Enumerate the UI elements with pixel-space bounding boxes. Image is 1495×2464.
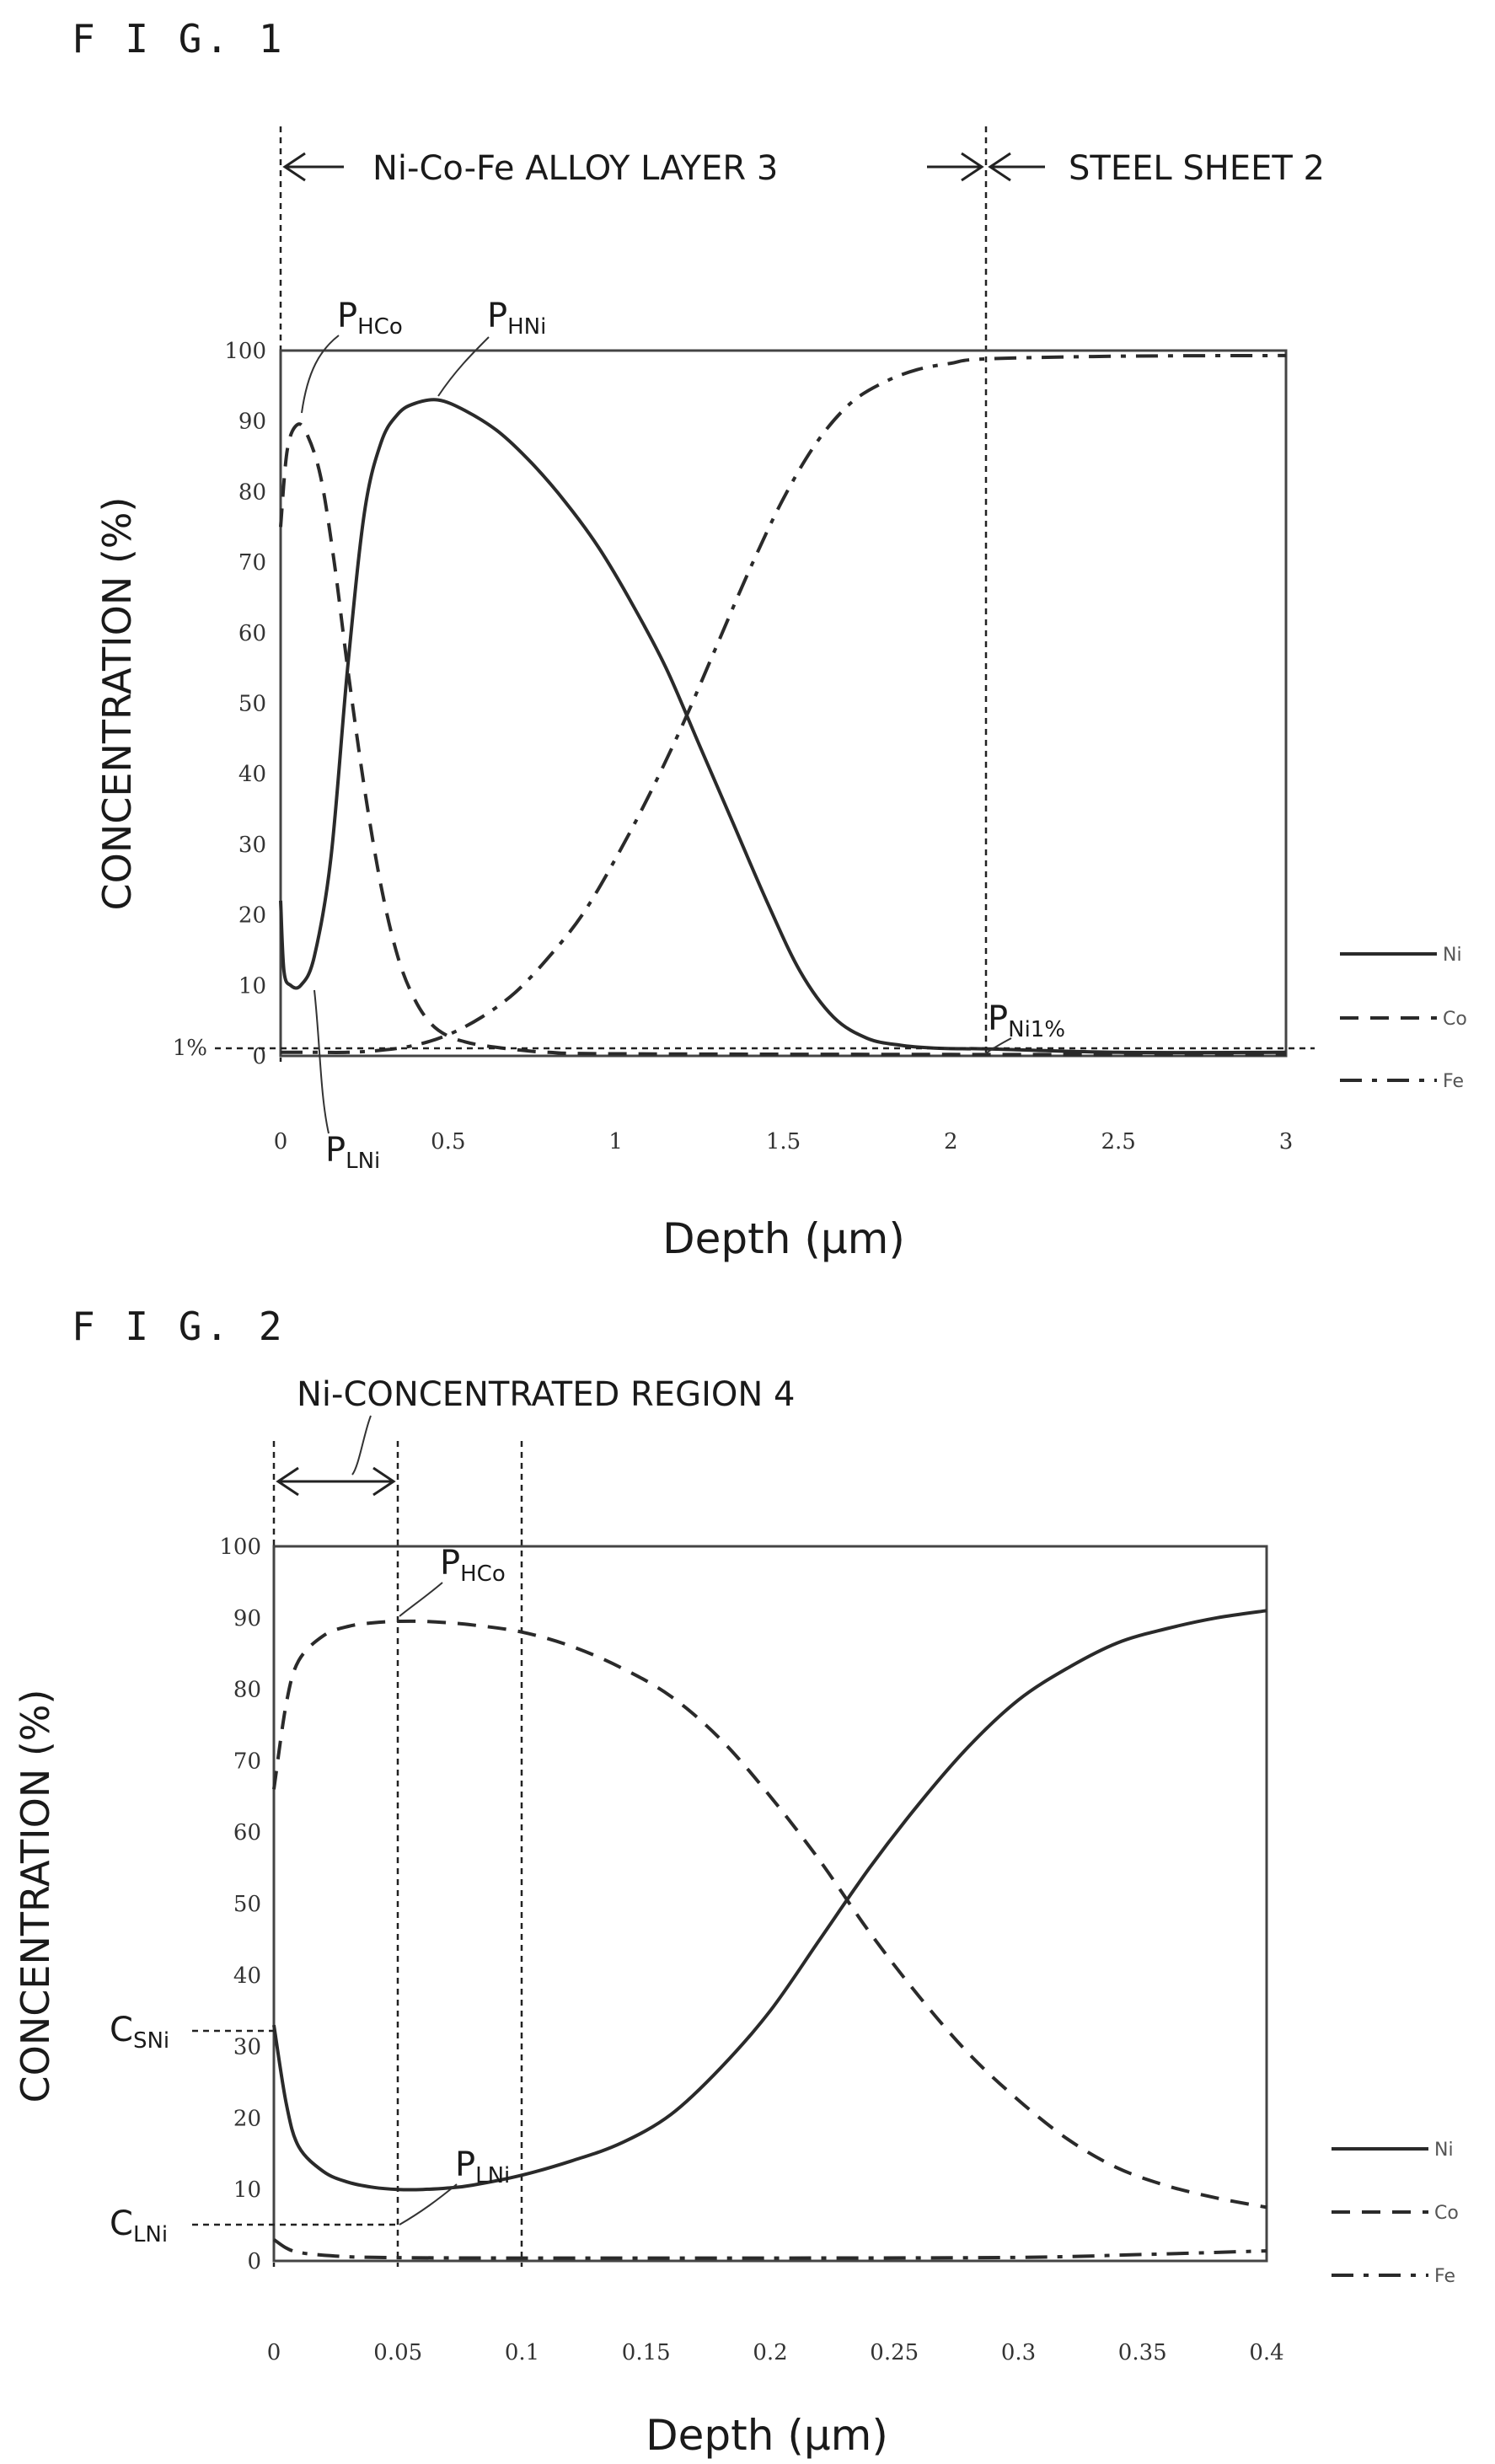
- fig1-y-tick-label: 0: [252, 1044, 266, 1069]
- fig1-label: F I G. 1: [72, 16, 286, 62]
- fig2-plot-frame: [272, 1545, 1268, 2263]
- fig1-legend-label-ni: Ni: [1443, 945, 1462, 966]
- fig1-pni1-main: P: [988, 999, 1008, 1038]
- fig1-phni-sub: HNi: [507, 314, 546, 340]
- svg-text:PHCo: PHCo: [440, 1544, 506, 1587]
- fig1-x-tick-label: 3: [1279, 1129, 1294, 1154]
- fig1-point-phco: PHCo: [301, 297, 403, 414]
- fig1-y-tick-label: 90: [238, 410, 266, 435]
- fig2-y-tick-label: 100: [219, 1535, 261, 1560]
- fig2-clni-label: CLNi: [110, 2204, 168, 2247]
- fig2-series-ni-line: [272, 1609, 1267, 2192]
- fig2-x-tick-label: 0.4: [1249, 2340, 1283, 2365]
- fig1-x-tick-label: 1: [608, 1129, 623, 1154]
- fig2-x-tick-label: 0.2: [753, 2340, 787, 2365]
- fig2-clni-main: C: [110, 2204, 133, 2243]
- fig2-point-plni: PLNi: [399, 2145, 510, 2226]
- fig2-x-tick-label: 0.3: [1001, 2340, 1036, 2365]
- fig1-phco-sub: HCo: [357, 314, 403, 340]
- fig1-alloy-layer-arrow: [282, 152, 984, 182]
- fig1-plot-frame: [279, 349, 1288, 1058]
- fig1-x-tick-label: 0: [274, 1129, 288, 1154]
- fig2-phco-main: P: [440, 1544, 460, 1583]
- fig1-x-tick-label: 2: [944, 1129, 958, 1154]
- fig2-y-tick-label: 70: [233, 1749, 261, 1774]
- fig2-axes: 0 10 20 30 40 50 60 70 80 90 100 0 0.05 0.1 0.15 0.2 0.2…: [219, 1535, 1458, 2365]
- fig2-y-tick-label: 20: [233, 2106, 261, 2131]
- svg-text:PHCo: PHCo: [337, 297, 403, 340]
- fig2-y-axis-label: CONCENTRATION (%): [13, 1690, 58, 2103]
- fig1-x-tick-label: 1.5: [766, 1129, 801, 1154]
- fig1-y-tick-label: 100: [224, 339, 266, 364]
- fig1-series-co-line: [279, 422, 1287, 1057]
- fig2-point-phco: PHCo: [399, 1544, 506, 1617]
- svg-text:PLNi: PLNi: [325, 1131, 380, 1174]
- fig2-legend-label-co: Co: [1434, 2203, 1459, 2224]
- fig2-x-tick-label: 0.05: [373, 2340, 422, 2365]
- fig1-plni-main: P: [325, 1131, 346, 1170]
- fig2-y-tick-label: 80: [233, 1678, 261, 1703]
- fig1-y-tick-label: 80: [238, 479, 266, 505]
- fig1-y-tick-label: 30: [238, 833, 266, 858]
- fig2-y-tick-label: 40: [233, 1963, 261, 1989]
- fig2-x-tick-label: 0.35: [1118, 2340, 1167, 2365]
- fig1-point-pni1: PNi1%: [985, 999, 1065, 1054]
- fig2-x-tick-label: 0.1: [505, 2340, 539, 2365]
- fig2-series-fe-line: [272, 2237, 1267, 2260]
- fig1-y-tick-label: 10: [238, 973, 266, 999]
- fig1-phco-main: P: [337, 297, 357, 335]
- fig1-plni-sub: LNi: [346, 1149, 380, 1174]
- fig2-x-axis-label: Depth (μm): [646, 2411, 888, 2460]
- fig2-x-tick-label: 0.15: [622, 2340, 671, 2365]
- fig2-y-tick-label: 50: [233, 1892, 261, 1917]
- fig2-y-tick-label: 10: [233, 2177, 261, 2203]
- fig2-legend-label-fe: Fe: [1434, 2266, 1455, 2287]
- fig2-phco-sub: HCo: [460, 1561, 506, 1587]
- fig2-region-label: Ni-CONCENTRATED REGION 4: [297, 1375, 795, 1414]
- fig1-point-plni: PLNi: [313, 989, 380, 1174]
- fig1-steel-sheet-arrow: [988, 152, 1045, 182]
- fig1-alloy-layer-label: Ni-Co-Fe ALLOY LAYER 3: [372, 149, 778, 188]
- fig2-y-tick-label: 0: [247, 2249, 261, 2274]
- fig1-phni-main: P: [487, 297, 507, 335]
- fig1-y-tick-label: 40: [238, 762, 266, 787]
- fig2-label: F I G. 2: [72, 1304, 286, 1349]
- fig1-x-tick-label: 0.5: [431, 1129, 465, 1154]
- fig1-legend-label-co: Co: [1443, 1009, 1467, 1030]
- fig2-legend-label-ni: Ni: [1434, 2140, 1454, 2161]
- fig1-pni1-sub: Ni1%: [1008, 1017, 1065, 1042]
- fig2-x-tick-label: 0: [267, 2340, 281, 2365]
- fig1-series-ni-line: [279, 398, 1287, 1055]
- fig1-point-phni: PHNi: [437, 297, 546, 397]
- fig2-plni-sub: LNi: [475, 2163, 510, 2188]
- fig2-csni-sub: SNi: [133, 2028, 169, 2054]
- fig1-axes: 0 10 20 30 40 50 60 70 80 90 100 0 0.5 1 1.5 2 2.5 3 Ni Co F…: [224, 339, 1466, 1154]
- fig2-y-tick-label: 90: [233, 1606, 261, 1631]
- fig2-plni-main: P: [455, 2145, 475, 2184]
- fig2-x-tick-label: 0.25: [870, 2340, 919, 2365]
- fig1-y-tick-label: 70: [238, 550, 266, 576]
- fig1-y-tick-label: 50: [238, 692, 266, 717]
- fig2-csni-main: C: [110, 2011, 133, 2049]
- fig1-y-tick-label: 20: [238, 903, 266, 929]
- fig1-steel-sheet-label: STEEL SHEET 2: [1069, 149, 1325, 188]
- fig1-y-tick-label: 60: [238, 621, 266, 646]
- fig2-csni-label: CSNi: [110, 2011, 169, 2054]
- fig1-y-axis-label: CONCENTRATION (%): [94, 497, 140, 911]
- fig2-y-tick-label: 60: [233, 1820, 261, 1845]
- svg-text:PHNi: PHNi: [487, 297, 546, 340]
- fig1-one-percent-label: 1%: [173, 1036, 207, 1061]
- fig2-series-co-line: [272, 1619, 1267, 2210]
- fig1-series-fe-line: [281, 353, 1287, 1054]
- fig2-region-arrow: [276, 1415, 396, 1497]
- fig2-clni-sub: LNi: [133, 2222, 168, 2247]
- fig1-x-tick-label: 2.5: [1101, 1129, 1135, 1154]
- svg-text:PNi1%: PNi1%: [988, 999, 1065, 1042]
- fig1-legend-label-fe: Fe: [1443, 1071, 1464, 1092]
- fig2-y-tick-label: 30: [233, 2035, 261, 2060]
- svg-text:PLNi: PLNi: [455, 2145, 510, 2188]
- fig1-x-axis-label: Depth (μm): [662, 1214, 905, 1263]
